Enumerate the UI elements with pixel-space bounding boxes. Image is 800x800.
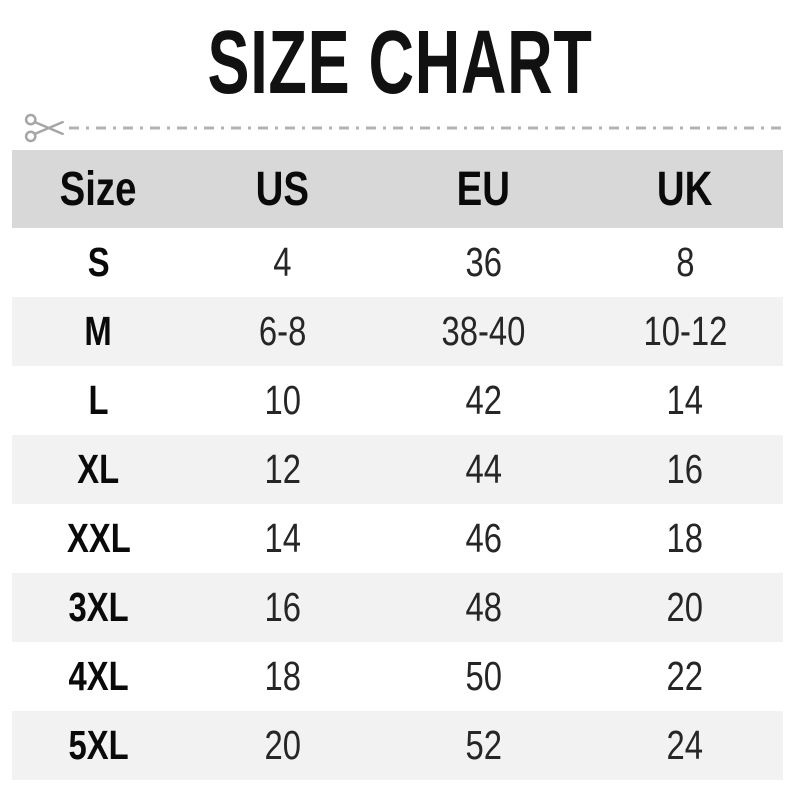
column-header-text: US [255, 162, 310, 216]
eu-value: 48 [465, 584, 502, 630]
eu-value: 36 [465, 239, 502, 285]
cell-eu: 44 [380, 435, 587, 504]
eu-value: 50 [465, 653, 502, 699]
uk-value: 20 [666, 584, 704, 630]
uk-value: 16 [666, 446, 704, 492]
column-header-text: EU [456, 162, 511, 216]
us-value: 18 [264, 653, 301, 699]
cell-us: 16 [185, 573, 380, 642]
size-label: S [87, 239, 110, 285]
uk-value: 22 [666, 653, 704, 699]
us-value: 6-8 [258, 308, 307, 354]
size-label: XL [77, 446, 120, 492]
table-row-4xl: 4XL 18 50 22 [12, 642, 783, 711]
column-header-us: US [185, 150, 380, 228]
us-value: 14 [264, 515, 301, 561]
cell-uk: 20 [587, 573, 783, 642]
us-value: 10 [264, 377, 301, 423]
eu-value: 42 [465, 377, 502, 423]
cell-size: M [12, 297, 185, 366]
table-row-xxl: XXL 14 46 18 [12, 504, 783, 573]
cell-us: 20 [185, 711, 380, 780]
table-row-m: M 6-8 38-40 10-12 [12, 297, 783, 366]
cell-us: 4 [185, 228, 380, 297]
cell-eu: 48 [380, 573, 587, 642]
cell-us: 10 [185, 366, 380, 435]
cell-us: 12 [185, 435, 380, 504]
size-label: XXL [66, 515, 131, 561]
us-value: 12 [264, 446, 301, 492]
eu-value: 38-40 [441, 308, 526, 354]
eu-value: 44 [465, 446, 502, 492]
cell-us: 14 [185, 504, 380, 573]
us-value: 4 [273, 239, 292, 285]
uk-value: 10-12 [643, 308, 727, 354]
cell-uk: 8 [587, 228, 783, 297]
size-label: 5XL [68, 722, 129, 768]
cell-uk: 24 [587, 711, 783, 780]
cell-size: L [12, 366, 185, 435]
column-header-size: Size [12, 150, 185, 228]
cell-size: 3XL [12, 573, 185, 642]
cell-uk: 18 [587, 504, 783, 573]
us-value: 16 [264, 584, 301, 630]
cell-us: 6-8 [185, 297, 380, 366]
scissors-icon [24, 113, 64, 143]
column-header-text: Size [60, 162, 137, 216]
size-chart-table: Size US EU UK S 4 36 8 M 6-8 38-40 10-12… [12, 150, 783, 780]
cut-line [24, 110, 788, 146]
cell-uk: 10-12 [587, 297, 783, 366]
us-value: 20 [264, 722, 301, 768]
cell-size: S [12, 228, 185, 297]
cell-eu: 42 [380, 366, 587, 435]
dashed-cut-line [69, 126, 788, 130]
table-row-3xl: 3XL 16 48 20 [12, 573, 783, 642]
cell-eu: 36 [380, 228, 587, 297]
uk-value: 24 [666, 722, 704, 768]
column-header-uk: UK [587, 150, 783, 228]
cell-eu: 50 [380, 642, 587, 711]
size-label: 3XL [68, 584, 129, 630]
size-label: M [84, 308, 113, 354]
table-header-row: Size US EU UK [12, 150, 783, 228]
size-label: 4XL [68, 653, 129, 699]
column-header-eu: EU [380, 150, 587, 228]
cell-eu: 38-40 [380, 297, 587, 366]
table-row-s: S 4 36 8 [12, 228, 783, 297]
page-title: SIZE CHART [0, 18, 800, 108]
page-title-text: SIZE CHART [207, 13, 593, 113]
cell-uk: 22 [587, 642, 783, 711]
size-label: L [88, 377, 109, 423]
uk-value: 8 [675, 239, 695, 285]
cell-uk: 16 [587, 435, 783, 504]
cell-us: 18 [185, 642, 380, 711]
cell-uk: 14 [587, 366, 783, 435]
eu-value: 52 [465, 722, 502, 768]
uk-value: 18 [666, 515, 704, 561]
cell-size: XXL [12, 504, 185, 573]
cell-eu: 46 [380, 504, 587, 573]
table-row-xl: XL 12 44 16 [12, 435, 783, 504]
table-row-l: L 10 42 14 [12, 366, 783, 435]
eu-value: 46 [465, 515, 502, 561]
size-chart-page: SIZE CHART Size US EU UK S 4 36 8 M 6-8 [0, 18, 800, 800]
table-row-5xl: 5XL 20 52 24 [12, 711, 783, 780]
cell-size: 5XL [12, 711, 185, 780]
column-header-text: UK [657, 162, 713, 216]
cell-size: XL [12, 435, 185, 504]
cell-size: 4XL [12, 642, 185, 711]
uk-value: 14 [666, 377, 704, 423]
cell-eu: 52 [380, 711, 587, 780]
